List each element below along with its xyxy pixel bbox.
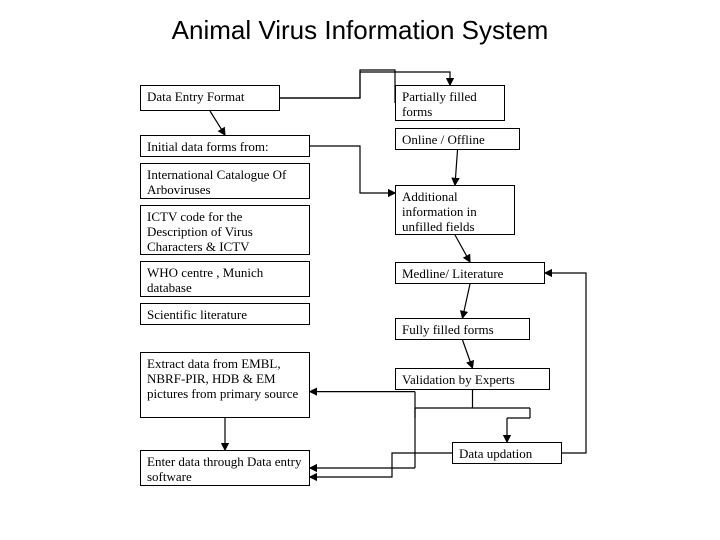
- node-validation: Validation by Experts: [395, 368, 550, 390]
- node-data-entry: Data Entry Format: [140, 85, 280, 111]
- node-label: Online / Offline: [402, 132, 485, 147]
- node-label: Additional information in unfilled field…: [402, 189, 477, 234]
- node-additional: Additional information in unfilled field…: [395, 185, 515, 235]
- node-sci-lit: Scientific literature: [140, 303, 310, 325]
- node-label: Validation by Experts: [402, 372, 515, 387]
- node-extract: Extract data from EMBL, NBRF-PIR, HDB & …: [140, 352, 310, 418]
- node-medline: Medline/ Literature: [395, 262, 545, 284]
- node-updation: Data updation: [452, 442, 562, 464]
- page-title: Animal Virus Information System: [0, 14, 720, 46]
- node-label: Enter data through Data entry software: [147, 454, 302, 484]
- node-label: Fully filled forms: [402, 322, 494, 337]
- node-who: WHO centre , Munich database: [140, 261, 310, 297]
- node-label: Partially filled forms: [402, 89, 477, 119]
- node-label: International Catalogue Of Arboviruses: [147, 167, 286, 197]
- node-label: WHO centre , Munich database: [147, 265, 263, 295]
- flowchart-edges: [0, 0, 720, 540]
- node-fully-filled: Fully filled forms: [395, 318, 530, 340]
- node-label: Data Entry Format: [147, 89, 244, 104]
- node-label: Scientific literature: [147, 307, 247, 322]
- node-label: Data updation: [459, 446, 532, 461]
- node-label: Initial data forms from:: [147, 139, 269, 154]
- node-initial-forms: Initial data forms from:: [140, 135, 310, 157]
- flowchart-stage: Animal Virus Information System Data Ent…: [0, 0, 720, 540]
- node-enter-data: Enter data through Data entry software: [140, 450, 310, 486]
- node-label: ICTV code for the Description of Virus C…: [147, 209, 253, 254]
- node-ictv: ICTV code for the Description of Virus C…: [140, 205, 310, 255]
- node-online-offline: Online / Offline: [395, 128, 520, 150]
- node-intl-catalogue: International Catalogue Of Arboviruses: [140, 163, 310, 199]
- node-label: Medline/ Literature: [402, 266, 503, 281]
- node-label: Extract data from EMBL, NBRF-PIR, HDB & …: [147, 356, 298, 401]
- node-partial: Partially filled forms: [395, 85, 505, 121]
